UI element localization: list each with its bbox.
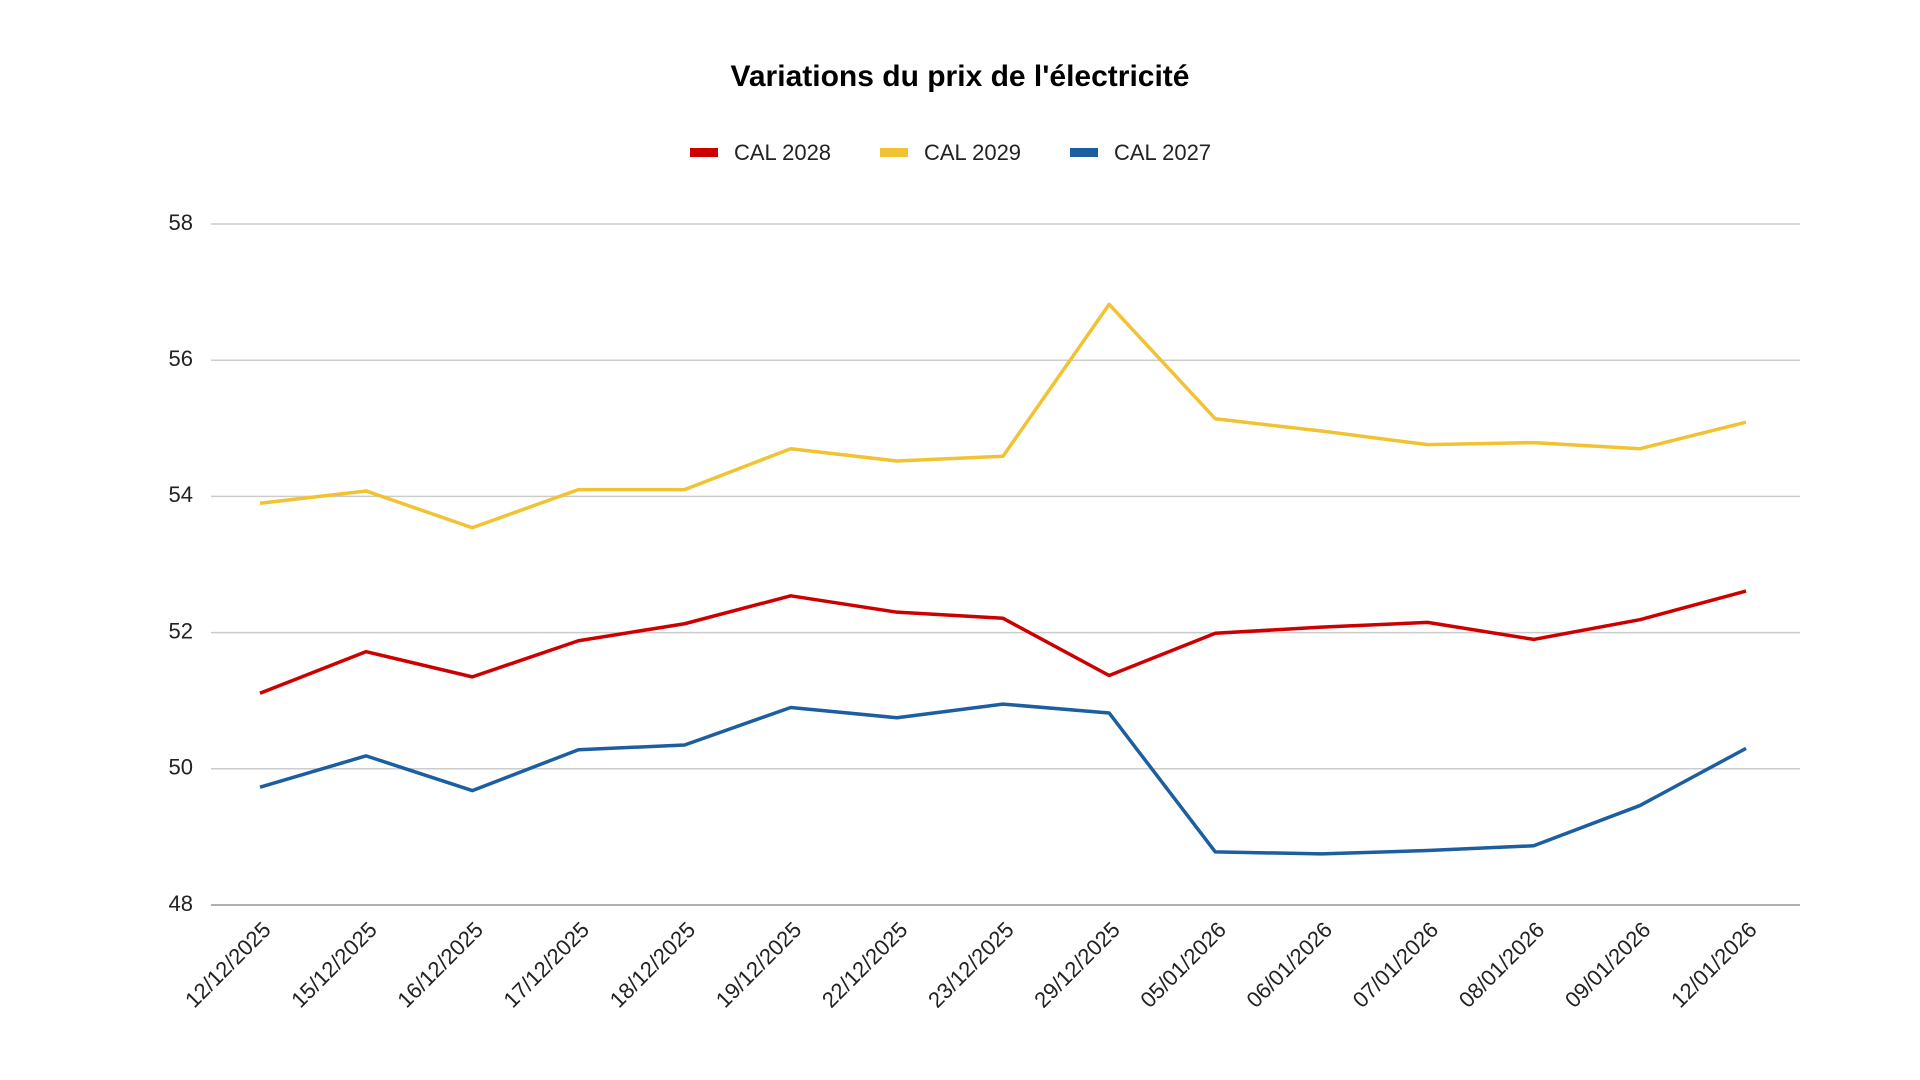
y-tick-label: 54: [169, 482, 193, 507]
line-series: [259, 702, 1747, 856]
chart-title: Variations du prix de l'électricité: [731, 60, 1190, 93]
y-tick-label: 56: [169, 346, 193, 371]
line-series: [259, 302, 1747, 530]
legend-swatch: [690, 148, 718, 157]
legend-swatch: [880, 148, 908, 157]
line-series: [259, 589, 1747, 695]
legend-swatch: [1070, 148, 1098, 157]
y-tick-label: 58: [169, 210, 193, 235]
legend-label: CAL 2027: [1114, 140, 1211, 165]
legend-label: CAL 2029: [924, 140, 1021, 165]
y-tick-label: 48: [169, 891, 193, 916]
legend-label: CAL 2028: [734, 140, 831, 165]
y-tick-label: 52: [169, 618, 193, 643]
y-tick-label: 50: [169, 755, 193, 780]
